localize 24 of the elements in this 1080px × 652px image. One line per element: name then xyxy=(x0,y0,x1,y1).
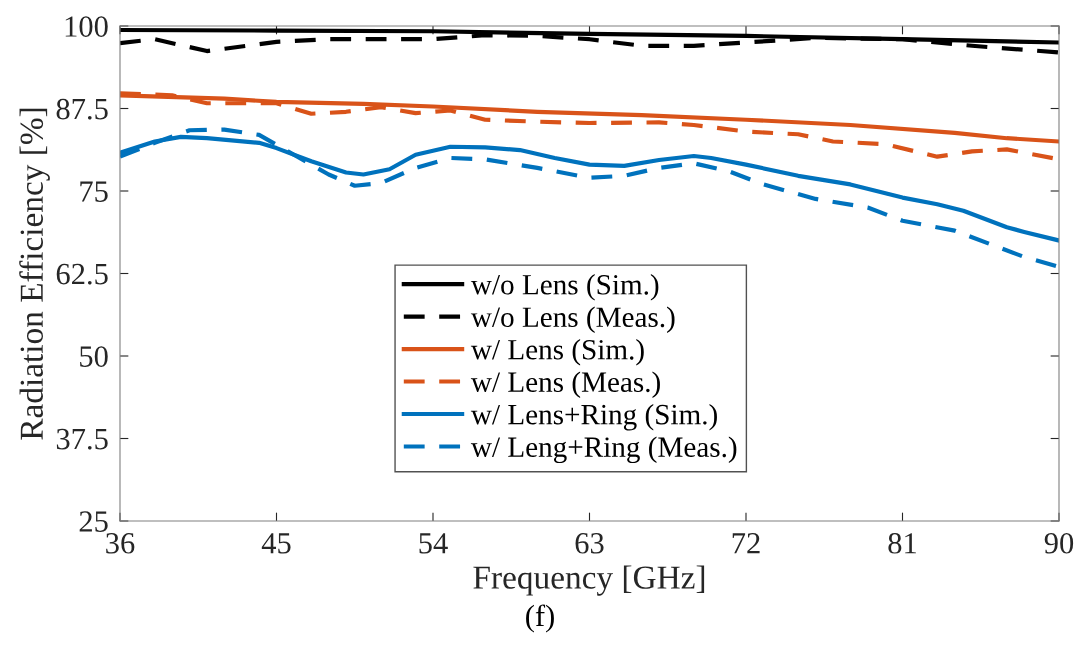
x-axis-title: Frequency [GHz] xyxy=(473,565,705,596)
legend-label: w/o Lens (Meas.) xyxy=(470,306,675,334)
x-tick-label: 36 xyxy=(106,533,135,554)
legend-label: w/o Lens (Sim.) xyxy=(470,274,659,301)
y-tick-label: 62.5 xyxy=(56,263,108,285)
y-tick-label: 25 xyxy=(79,511,108,532)
x-tick-label: 54 xyxy=(419,533,448,554)
y-tick-label: 37.5 xyxy=(56,428,108,450)
legend-label: w/ Lens (Meas.) xyxy=(470,371,660,398)
text: (f) xyxy=(526,604,554,633)
legend-label: w/ Leng+Ring (Meas.) xyxy=(470,436,737,464)
y-axis-title: Radiation Efficiency [%] xyxy=(19,108,50,440)
y-tick-label: 75 xyxy=(80,181,108,202)
line-series xyxy=(120,127,1059,269)
legend-label: w/ Lens+Ring (Sim.) xyxy=(470,403,717,431)
y-tick-label: 100 xyxy=(65,16,108,37)
y-tick-label: 50 xyxy=(80,346,108,367)
x-tick-label: 81 xyxy=(888,532,916,554)
x-tick-label: 45 xyxy=(261,533,291,554)
x-tick-label: 90 xyxy=(1044,532,1074,554)
x-tick-label: 72 xyxy=(732,533,760,554)
legend-label: w/ Lens (Sim.) xyxy=(470,339,644,366)
x-tick-label: 63 xyxy=(575,533,604,554)
y-tick-label: 87.5 xyxy=(56,98,108,120)
